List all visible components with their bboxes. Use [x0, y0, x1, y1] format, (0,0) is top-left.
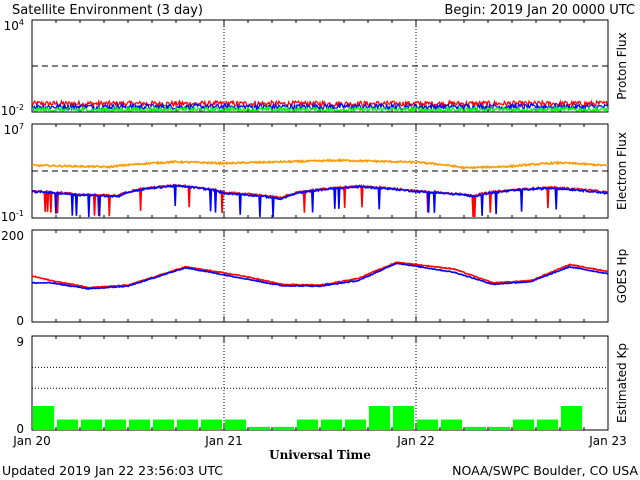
kp-bar [465, 426, 486, 430]
x-tick-label: Jan 22 [396, 434, 435, 448]
kp-bar [177, 419, 198, 430]
y-tick-label: 10-2 [1, 103, 24, 118]
kp-bar [345, 419, 366, 430]
y-tick-label: 104 [4, 18, 24, 33]
x-axis-label: Universal Time [269, 448, 371, 462]
kp-bar [153, 419, 174, 430]
kp-bar [561, 405, 582, 430]
updated-timestamp: Updated 2019 Jan 22 23:56:03 UTC [2, 463, 223, 478]
source-credit: NOAA/SWPC Boulder, CO USA [452, 463, 638, 478]
series-line-blue [31, 183, 609, 218]
kp-bar [537, 419, 558, 430]
panel-3: 200 0 GOES Hp [1, 229, 629, 328]
kp-bar [321, 419, 342, 430]
kp-bar [273, 426, 294, 430]
kp-bar [393, 405, 414, 430]
kp-bar [57, 419, 78, 430]
kp-bar [369, 405, 390, 430]
panel-frame [31, 335, 609, 431]
panels-layer: 104 10-2 Proton Flux 107 10-1 Electron Flux 20… [1, 18, 629, 436]
kp-bar [249, 426, 270, 430]
panel-1: 104 10-2 Proton Flux [1, 18, 629, 118]
x-tick-label: Jan 23 [588, 434, 627, 448]
panel-frame [31, 229, 609, 323]
x-tick-label: Jan 20 [12, 434, 51, 448]
panel-2: 107 10-1 Electron Flux [1, 122, 629, 224]
kp-bar [33, 405, 54, 430]
kp-bar [201, 419, 222, 430]
kp-bar [81, 419, 102, 430]
series-line-blue [31, 262, 609, 291]
y-tick-label: 10-1 [1, 209, 24, 224]
y-tick-label: 200 [1, 229, 24, 243]
y-tick-label: 9 [16, 335, 24, 349]
series-line-orange [31, 158, 608, 171]
y-axis-label: Estimated Kp [615, 343, 629, 423]
kp-bar [489, 426, 510, 430]
panel-4: 9 0 Estimated Kp [16, 335, 629, 436]
kp-bar [105, 419, 126, 430]
kp-bar [513, 419, 534, 430]
y-axis-label: Proton Flux [615, 32, 629, 99]
kp-bar [225, 419, 246, 430]
y-tick-label: 0 [16, 314, 24, 328]
begin-date: Begin: 2019 Jan 20 0000 UTC [444, 3, 635, 18]
x-axis-tick-labels: Jan 20 Jan 21 Jan 22 Jan 23 [12, 434, 627, 448]
chart-title: Satellite Environment (3 day) [12, 3, 203, 18]
panel-frame [31, 19, 609, 113]
y-axis-label: GOES Hp [615, 249, 629, 303]
kp-bar [129, 419, 150, 430]
kp-bar [297, 419, 318, 430]
kp-bar [417, 419, 438, 430]
y-axis-label: Electron Flux [615, 132, 629, 210]
y-tick-label: 107 [4, 122, 24, 137]
x-tick-label: Jan 21 [204, 434, 243, 448]
series-line-red [31, 261, 609, 289]
series-line-blue [31, 101, 609, 112]
series-line-green [31, 104, 609, 114]
kp-bar [441, 419, 462, 430]
y-tick-label: 0 [16, 422, 24, 436]
